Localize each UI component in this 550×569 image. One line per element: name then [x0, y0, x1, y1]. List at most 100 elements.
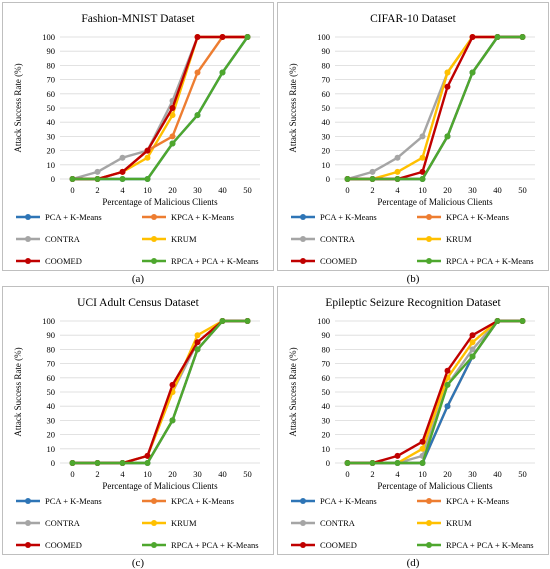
data-point-rpca-pca-k-means — [169, 417, 176, 424]
data-point-rpca-pca-k-means — [194, 112, 201, 119]
legend-marker — [25, 498, 31, 504]
legend-marker — [300, 236, 306, 242]
series-line-rpca-pca-k-means — [72, 319, 248, 465]
x-tick-label: 4 — [395, 469, 400, 479]
caption-b: (b) — [406, 273, 420, 285]
data-point-rpca-pca-k-means — [194, 346, 201, 353]
data-point-coomed — [169, 381, 176, 388]
legend-marker — [25, 520, 31, 526]
legend-label: PCA + K-Means — [45, 212, 102, 222]
data-point-rpca-pca-k-means — [419, 460, 426, 466]
y-tick-label: 70 — [322, 359, 331, 369]
x-axis-label: Percentage of Malicious Clients — [377, 197, 493, 207]
chart-cifar10: CIFAR-10 Dataset 0 10 20 30 40 50 60 70 80 90 100 0 2… — [288, 13, 535, 266]
data-point-krum — [419, 154, 426, 161]
data-point-rpca-pca-k-means — [244, 318, 251, 324]
y-tick-label: 0 — [326, 174, 330, 184]
data-point-rpca-pca-k-means — [369, 176, 376, 182]
x-tick-label: 30 — [193, 469, 202, 479]
x-tick-label: 40 — [218, 185, 227, 195]
x-tick-label: 4 — [120, 469, 125, 479]
legend-item-pca-k-means: PCA + K-Means — [16, 212, 102, 222]
data-point-coomed — [119, 168, 126, 175]
data-point-contra — [469, 346, 476, 353]
x-tick-label: 20 — [443, 469, 452, 479]
data-point-kpca-k-means — [169, 133, 176, 140]
legend-item-contra: CONTRA — [291, 234, 356, 244]
legend-marker — [300, 258, 306, 264]
y-tick-label: 90 — [47, 330, 56, 340]
data-point-coomed — [469, 34, 476, 40]
legend-marker — [25, 542, 31, 548]
y-tick-label: 70 — [47, 359, 56, 369]
data-point-krum — [394, 168, 401, 175]
x-tick-label: 2 — [370, 185, 374, 195]
data-point-rpca-pca-k-means — [519, 34, 526, 40]
legend-marker — [151, 498, 157, 504]
legend-label: CONTRA — [320, 518, 356, 528]
y-tick-label: 70 — [322, 75, 331, 85]
legend-item-kpca-k-means: KPCA + K-Means — [417, 496, 509, 506]
legend-item-pca-k-means: PCA + K-Means — [291, 496, 377, 506]
legend-item-coomed: COOMED — [16, 540, 82, 550]
y-axis-label: Attack Success Rate (%) — [13, 347, 23, 436]
legend-marker — [25, 214, 31, 220]
legend-marker — [426, 258, 432, 264]
data-point-coomed — [419, 168, 426, 175]
data-point-rpca-pca-k-means — [119, 176, 126, 182]
data-point-coomed — [169, 105, 176, 111]
y-tick-label: 60 — [47, 89, 56, 99]
data-point-coomed — [194, 34, 201, 40]
x-tick-label: 20 — [168, 469, 177, 479]
y-tick-label: 80 — [47, 60, 56, 70]
legend-item-kpca-k-means: KPCA + K-Means — [142, 212, 234, 222]
data-point-coomed — [144, 147, 151, 154]
y-tick-label: 10 — [47, 160, 56, 170]
data-point-rpca-pca-k-means — [444, 381, 451, 388]
x-tick-label: 2 — [95, 469, 99, 479]
x-tick-label: 40 — [493, 469, 502, 479]
y-tick-label: 60 — [322, 89, 331, 99]
data-point-rpca-pca-k-means — [219, 318, 226, 324]
legend-label: COOMED — [320, 540, 357, 550]
legend-label: RPCA + PCA + K-Means — [446, 540, 534, 550]
x-tick-label: 0 — [345, 185, 349, 195]
y-tick-label: 40 — [47, 401, 56, 411]
data-point-rpca-pca-k-means — [344, 460, 351, 466]
data-point-coomed — [469, 332, 476, 339]
y-tick-label: 30 — [47, 131, 56, 141]
data-point-rpca-pca-k-means — [144, 176, 151, 182]
legend-label: KPCA + K-Means — [171, 212, 234, 222]
data-point-coomed — [444, 367, 451, 374]
legend-label: RPCA + PCA + K-Means — [171, 256, 259, 266]
legend-label: KPCA + K-Means — [446, 212, 509, 222]
x-tick-label: 50 — [518, 469, 527, 479]
data-point-rpca-pca-k-means — [244, 34, 251, 40]
x-tick-label: 50 — [518, 185, 527, 195]
x-tick-label: 50 — [243, 185, 252, 195]
y-tick-label: 50 — [47, 387, 56, 397]
legend-label: RPCA + PCA + K-Means — [171, 540, 259, 550]
legend-item-contra: CONTRA — [291, 518, 356, 528]
x-tick-label: 10 — [143, 185, 152, 195]
y-tick-label: 20 — [322, 146, 331, 156]
chart-uci-adult: UCI Adult Census Dataset0102030405060708… — [13, 297, 260, 550]
legend-marker — [426, 498, 432, 504]
y-tick-label: 90 — [322, 46, 331, 56]
data-point-rpca-pca-k-means — [494, 34, 501, 40]
data-point-rpca-pca-k-means — [94, 176, 101, 182]
data-point-krum — [469, 339, 476, 346]
legend-item-rpca-pca-k-means: RPCA + PCA + K-Means — [417, 256, 534, 266]
y-tick-label: 100 — [42, 32, 55, 42]
legend-label: CONTRA — [320, 234, 356, 244]
y-tick-label: 60 — [47, 373, 56, 383]
data-point-coomed — [444, 83, 451, 90]
y-tick-label: 0 — [51, 458, 55, 468]
x-tick-label: 30 — [193, 185, 202, 195]
data-point-krum — [169, 112, 176, 119]
y-axis-label: Attack Success Rate (%) — [288, 63, 298, 152]
x-tick-label: 40 — [493, 185, 502, 195]
y-tick-label: 90 — [47, 46, 56, 56]
legend-item-pca-k-means: PCA + K-Means — [16, 496, 102, 506]
x-tick-label: 20 — [168, 185, 177, 195]
